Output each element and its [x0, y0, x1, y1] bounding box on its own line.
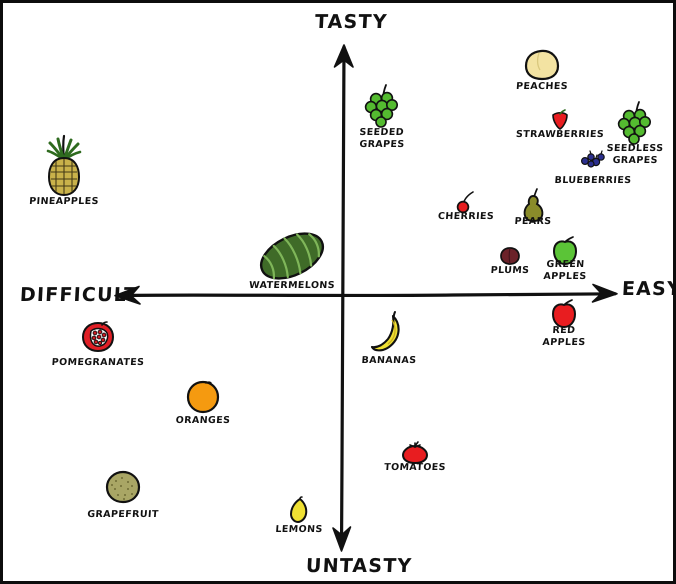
watermelon-icon [257, 232, 327, 280]
tomato-icon [401, 441, 429, 465]
axis-label-untasty: UNTASTY [305, 555, 413, 577]
data-point-label: POMEGRANATES [51, 357, 145, 368]
data-point-label-line: GRAPES [612, 154, 658, 166]
data-point-label: SEEDED GRAPES [359, 127, 405, 150]
data-point-label-line: PINEAPPLES [28, 196, 100, 207]
axis-label-easy: EASY [621, 278, 676, 300]
plum-icon [500, 247, 520, 265]
data-point-label-line: GRAPEFRUIT [86, 509, 160, 520]
data-point-label: PINEAPPLES [29, 196, 99, 207]
data-point-label-line: CHERRIES [437, 211, 495, 222]
data-point-label-line: PEACHES [515, 81, 569, 92]
data-point-label: PEARS [514, 216, 552, 227]
banana-icon [369, 310, 409, 354]
grapes-icon [364, 84, 400, 130]
blueberries-icon [580, 150, 606, 169]
data-point-label: BLUEBERRIES [554, 175, 632, 186]
data-point-label: GRAPEFRUIT [86, 509, 160, 520]
data-point-label-line: SEEDLESS [606, 143, 664, 154]
data-point-label: PLUMS [490, 265, 530, 276]
data-point-label-line: GRAPES [359, 138, 405, 150]
peach-icon [524, 49, 560, 81]
data-point-label: SEEDLESS GRAPES [606, 143, 664, 166]
data-point-label: STRAWBERRIES [515, 129, 605, 140]
data-point-label: PEACHES [515, 81, 569, 92]
axis-label-difficult: DIFFICULT [19, 284, 139, 306]
apple-green-icon [552, 236, 578, 266]
pineapple-icon [44, 134, 84, 198]
pear-icon [521, 188, 545, 223]
data-point-label-line: APPLES [543, 270, 587, 282]
data-point-label: BANANAS [361, 355, 417, 366]
axis-label-tasty: TASTY [314, 11, 389, 33]
orange-icon [186, 380, 220, 414]
data-point-label: WATERMELONS [248, 280, 336, 291]
cherry-icon [456, 191, 476, 214]
data-point-label: LEMONS [274, 524, 324, 535]
data-point-label-line: LEMONS [274, 524, 324, 535]
strawberry-icon [551, 109, 569, 130]
lemon-icon [289, 496, 309, 524]
apple-red-icon [551, 299, 577, 329]
data-point-label-line: POMEGRANATES [51, 357, 145, 368]
data-point-label-line: GREEN [545, 259, 585, 270]
data-point-label: CHERRIES [437, 211, 495, 222]
data-point-label: GREEN APPLES [543, 259, 587, 282]
grapefruit-icon [105, 470, 141, 504]
data-point-label-line: ORANGES [175, 415, 231, 426]
data-point-label-line: PLUMS [490, 265, 530, 276]
grapes-icon [617, 101, 653, 147]
pomegranate-icon [81, 321, 115, 353]
data-point-label-line: PEARS [514, 216, 552, 227]
data-point-label-line: STRAWBERRIES [515, 129, 605, 140]
data-point-label: TOMATOES [384, 462, 446, 473]
data-point-label-line: SEEDED [359, 127, 405, 138]
data-point-label-line: WATERMELONS [248, 280, 336, 291]
data-point-label-line: BANANAS [361, 355, 417, 366]
data-point-label-line: BLUEBERRIES [554, 175, 632, 186]
data-point-label-line: APPLES [542, 336, 586, 348]
data-point-label-line: RED [552, 325, 576, 336]
data-point-label: RED APPLES [542, 325, 586, 348]
data-point-label-line: TOMATOES [383, 462, 447, 473]
data-point-label: ORANGES [175, 415, 231, 426]
